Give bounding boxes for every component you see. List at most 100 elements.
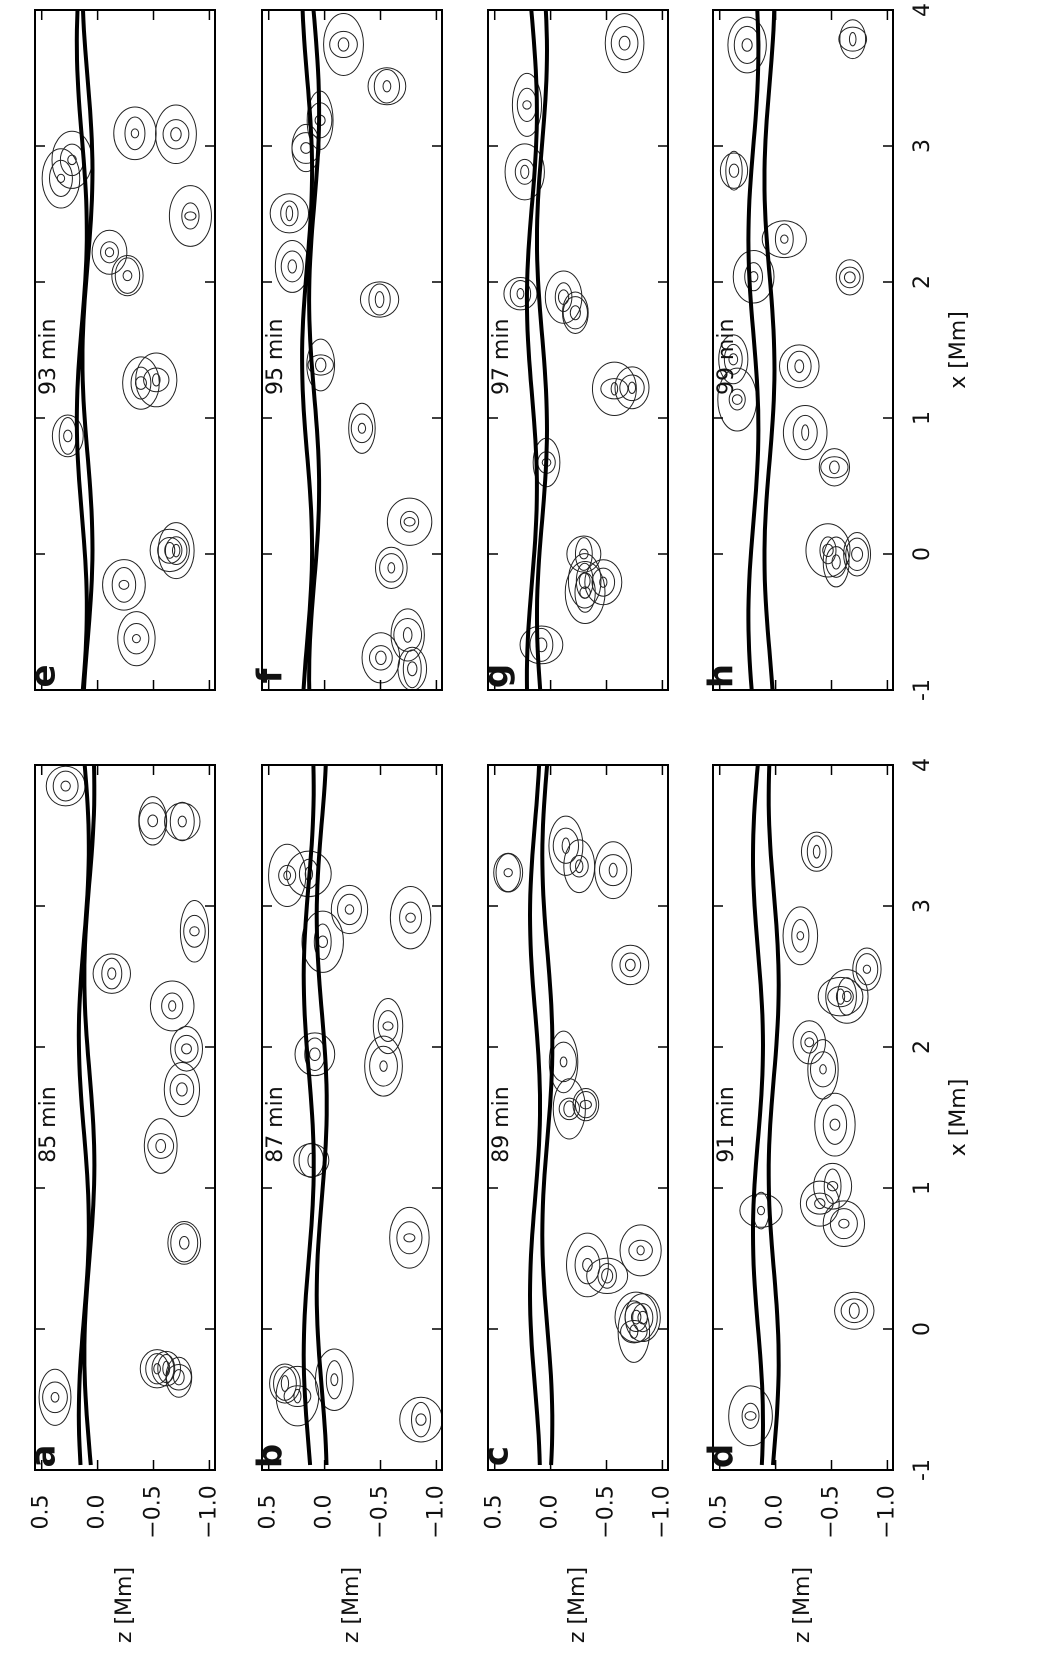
contour-line [368, 283, 391, 316]
contour-line [280, 200, 299, 227]
contour-line [117, 611, 156, 667]
panel-time: 93 min [36, 319, 61, 395]
x-tick-label: -1 [910, 1459, 935, 1481]
y-tick-label: 0.0 [763, 1495, 788, 1530]
contour-line [168, 1000, 177, 1012]
contour-line [563, 1100, 576, 1118]
contour-line [520, 164, 530, 179]
contour-line [557, 289, 570, 305]
contour-line [818, 448, 851, 487]
contour-line [399, 1396, 443, 1443]
contour-line [511, 72, 543, 137]
contour-line [799, 1180, 840, 1227]
contour-line [733, 25, 761, 65]
contour-line [807, 1039, 839, 1100]
contour-line [804, 1037, 815, 1048]
contour-line [157, 537, 183, 564]
contour-line [628, 1239, 653, 1262]
contour-line [178, 1236, 190, 1250]
contour-line [822, 1104, 848, 1145]
contour-line [403, 1233, 416, 1243]
contour-line [813, 1162, 853, 1210]
contour-line [826, 1181, 839, 1192]
contour-line [741, 38, 753, 52]
contour-line [552, 1078, 586, 1140]
panel-frame [712, 9, 894, 691]
contour-line [744, 262, 764, 292]
contour-line [118, 579, 130, 590]
contour-line [41, 148, 81, 209]
contour-line [552, 827, 580, 864]
contour-line [495, 853, 521, 893]
contour-line [60, 780, 71, 792]
contour-line [379, 553, 404, 583]
y-tick-label: 0.5 [256, 1495, 281, 1530]
contour-line [725, 150, 743, 191]
contour-line [306, 338, 336, 392]
contour-line [67, 154, 77, 166]
contour-line [591, 567, 616, 597]
contour-line [617, 1300, 651, 1363]
y-axis-label: z [Mm] [790, 1567, 815, 1643]
contour-line [415, 1413, 427, 1426]
contour-line [801, 424, 810, 441]
contour-line [269, 1363, 301, 1404]
contour-line [374, 291, 385, 308]
contour-line [851, 546, 864, 562]
contour-line [399, 510, 420, 533]
contour-line [169, 801, 195, 842]
contour-line [728, 1385, 773, 1447]
x-axis-label: x [Mm] [946, 311, 971, 389]
contour-line [792, 414, 818, 451]
contour-line [575, 562, 594, 599]
interface-line [300, 9, 315, 691]
x-tick-label: -1 [910, 679, 935, 701]
contour-line [337, 37, 350, 52]
contour-line [836, 977, 857, 1016]
contour-line [168, 185, 212, 247]
y-tick-label: 0.0 [538, 1495, 563, 1530]
y-tick-label: −0.5 [141, 1485, 166, 1538]
contour-line [831, 554, 841, 570]
interface-line [766, 764, 781, 1466]
contour-line [862, 964, 872, 974]
contour-line [101, 957, 123, 990]
panel-frame [261, 9, 443, 691]
contour-line [389, 1206, 430, 1269]
contour-line [604, 13, 645, 74]
contour-line [399, 901, 423, 934]
y-tick-label: −1.0 [196, 1485, 221, 1538]
contour-line [177, 815, 187, 828]
y-tick-label: −1.0 [423, 1485, 448, 1538]
panel-letter: b [251, 1444, 291, 1468]
contour-line [372, 997, 404, 1055]
contour-line [567, 553, 602, 609]
contour-line [562, 296, 588, 330]
contour-line [578, 572, 591, 589]
panel-time: 91 min [714, 1086, 739, 1162]
contour-line [619, 952, 642, 978]
contour-line [624, 958, 636, 972]
contour-line [393, 617, 423, 652]
y-axis-label: z [Mm] [339, 1567, 364, 1643]
contour-line [163, 1061, 201, 1117]
contour-line [91, 229, 128, 275]
contour-line [744, 1411, 757, 1421]
x-tick-label: 1 [910, 411, 935, 425]
panel-time: 85 min [36, 1086, 61, 1162]
contour-line [564, 561, 606, 625]
contour-line [330, 1373, 339, 1387]
contour-line [283, 1385, 312, 1408]
contour-line [403, 516, 416, 527]
contour-line [387, 562, 396, 574]
panel [712, 9, 894, 691]
contour-line [554, 282, 573, 313]
contour-line [614, 366, 650, 410]
y-axis-label: z [Mm] [112, 1567, 137, 1643]
contour-line [124, 116, 146, 151]
contour-line [294, 1032, 336, 1077]
contour-line [611, 944, 650, 986]
contour-line [298, 1142, 324, 1178]
contour-line [825, 969, 869, 1024]
x-tick-label: 3 [910, 899, 935, 913]
